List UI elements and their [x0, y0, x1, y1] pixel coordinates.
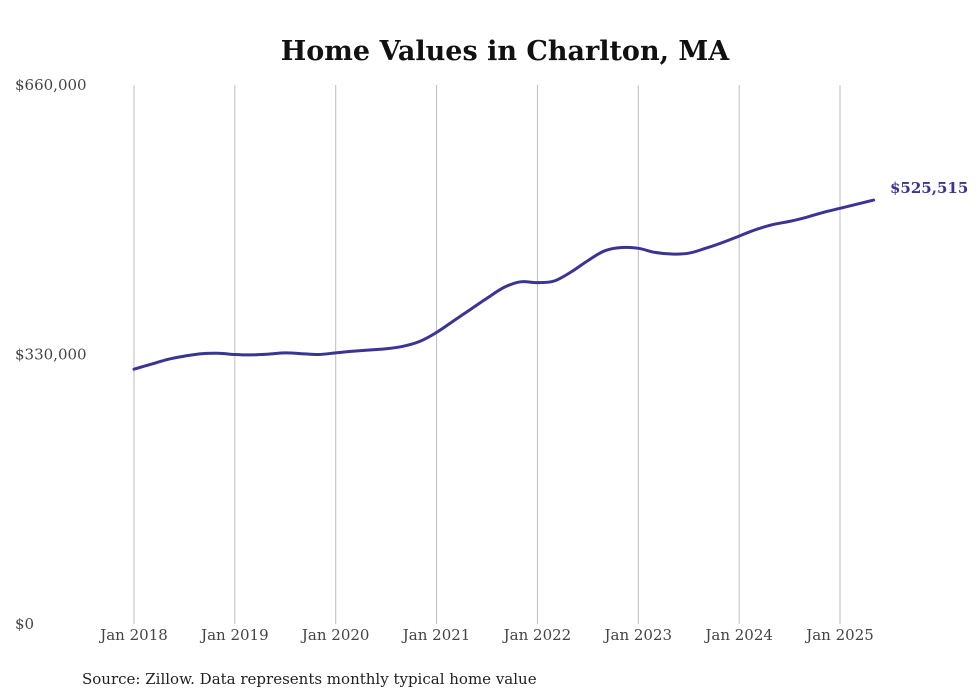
x-tick-label: Jan 2024: [703, 626, 773, 644]
x-tick-label: Jan 2020: [300, 626, 370, 644]
x-tick-label: Jan 2022: [502, 626, 572, 644]
x-tick-label: Jan 2021: [401, 626, 471, 644]
y-tick-label: $330,000: [15, 346, 87, 364]
y-tick-label: $660,000: [15, 76, 87, 94]
chart-title: Home Values in Charlton, MA: [281, 36, 730, 67]
grid-lines: [133, 85, 841, 624]
y-tick-label: $0: [15, 615, 34, 633]
source-note: Source: Zillow. Data represents monthly …: [82, 670, 537, 688]
y-axis-ticks: $0 $330,000 $660,000: [15, 76, 87, 633]
latest-value-label: $525,515: [890, 179, 968, 197]
x-tick-label: Jan 2023: [603, 626, 673, 644]
x-tick-label: Jan 2025: [804, 626, 874, 644]
x-tick-label: Jan 2019: [199, 626, 269, 644]
x-axis-ticks: Jan 2018 Jan 2019 Jan 2020 Jan 2021 Jan 2022…: [98, 626, 874, 644]
home-value-series-line: [132, 198, 876, 371]
x-tick-label: Jan 2018: [98, 626, 168, 644]
